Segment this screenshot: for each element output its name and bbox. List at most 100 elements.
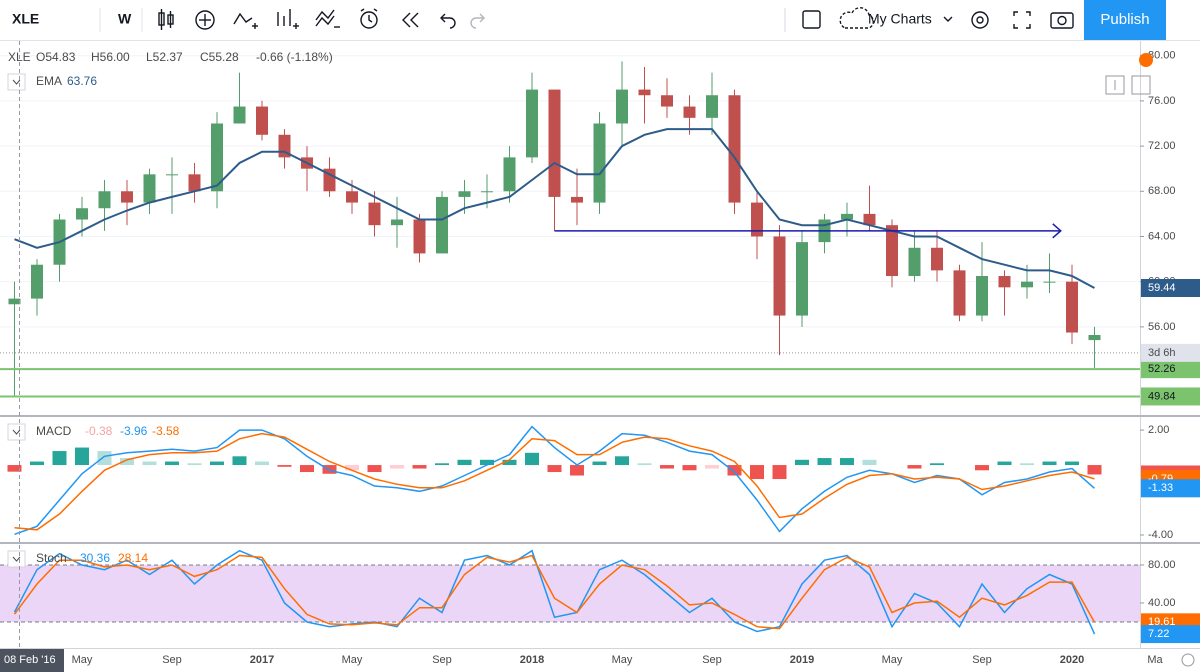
candle-body xyxy=(121,191,133,203)
candle-body xyxy=(638,89,651,96)
symbol-button[interactable]: XLE xyxy=(12,11,39,27)
macd-line xyxy=(14,425,1095,536)
histogram-bar xyxy=(997,461,1012,466)
candle-body xyxy=(391,219,403,226)
fullscreen-box-button[interactable] xyxy=(802,10,821,29)
histogram-bar xyxy=(232,456,247,466)
x-tick-label: 2018 xyxy=(520,654,544,666)
indicators-button[interactable] xyxy=(233,12,258,29)
candle-body xyxy=(706,95,718,118)
chevron xyxy=(12,79,21,85)
legend-value: 63.76 xyxy=(67,74,97,88)
settings-hub xyxy=(976,16,984,24)
candle-body xyxy=(548,89,561,197)
y-tick-label: 76.00 xyxy=(1148,95,1176,107)
snapshot-button[interactable] xyxy=(1050,12,1074,29)
chevron xyxy=(12,556,21,562)
countdown-bg xyxy=(1141,343,1200,362)
scroll-button[interactable] xyxy=(1105,75,1125,95)
histogram-bar xyxy=(817,458,832,466)
histogram-bar xyxy=(435,463,449,466)
candle-body xyxy=(931,247,943,271)
x-tick-label: May xyxy=(72,654,93,666)
y-tick-label: 56.00 xyxy=(1148,321,1176,333)
histogram-bar xyxy=(480,459,494,466)
compare-symbols-button[interactable] xyxy=(315,9,340,28)
legend-ohlc: O54.83 xyxy=(36,50,76,64)
alert-dot[interactable] xyxy=(1139,53,1153,67)
line-price-label-bg xyxy=(1141,387,1200,406)
histogram-bar xyxy=(7,465,22,472)
histogram-bar xyxy=(277,465,292,467)
maximize-button[interactable] xyxy=(1131,75,1151,95)
histogram-bar xyxy=(1020,463,1034,466)
x-tick-label: Sep xyxy=(702,654,722,666)
collapse-button[interactable] xyxy=(7,550,26,568)
candle-body xyxy=(683,106,696,118)
chevron xyxy=(12,429,21,435)
fullscreen-button[interactable] xyxy=(1013,11,1031,29)
compare-button[interactable] xyxy=(195,10,215,30)
redo-button[interactable] xyxy=(470,13,485,29)
candle-body xyxy=(728,95,741,203)
layouts-dropdown[interactable] xyxy=(943,16,953,22)
x-tick-label: May xyxy=(612,654,633,666)
candle-body xyxy=(1066,281,1078,333)
countdown: 3d 6h xyxy=(1148,347,1176,359)
x-tick-label: 2019 xyxy=(790,654,814,666)
settings-button[interactable] xyxy=(971,11,989,29)
legend-name: EMA xyxy=(36,74,62,88)
legend-ohlc: -0.66 (-1.18%) xyxy=(256,50,333,64)
settings-button[interactable] xyxy=(1181,653,1195,667)
histogram-bar xyxy=(75,447,89,466)
crosshair-label-bg xyxy=(0,649,64,672)
candle-body xyxy=(233,106,246,124)
histogram-bar xyxy=(862,459,877,466)
candle-body xyxy=(953,270,966,316)
layouts-button[interactable]: My Charts xyxy=(868,11,932,27)
histogram-bar xyxy=(930,463,944,466)
interval-button[interactable]: W xyxy=(118,11,132,27)
histogram-bar xyxy=(637,463,652,466)
candle-body xyxy=(841,213,853,220)
toolbar: XLE W My Charts Publish xyxy=(0,0,1200,41)
line-price-label: 52.26 xyxy=(1148,363,1176,375)
candle-body xyxy=(661,95,673,107)
k-line xyxy=(13,549,1096,635)
chart-type-button[interactable] xyxy=(158,9,174,30)
alert-button[interactable] xyxy=(360,8,378,29)
macd-label-bg xyxy=(1141,479,1200,498)
replay-button[interactable] xyxy=(402,12,419,28)
candle-body xyxy=(526,89,538,158)
candle-body xyxy=(166,174,178,176)
publish-button[interactable]: Publish xyxy=(1100,11,1149,28)
d-line xyxy=(13,554,1096,630)
y-tick-label: 72.00 xyxy=(1148,140,1176,152)
collapse-button[interactable] xyxy=(7,73,26,91)
legend-ohlc: H56.00 xyxy=(91,50,130,64)
candle-body xyxy=(616,89,628,124)
line-price-label: 49.84 xyxy=(1148,390,1176,402)
candle-body xyxy=(593,123,606,203)
histogram-bar xyxy=(142,461,157,466)
undo-button[interactable] xyxy=(440,13,456,29)
histogram-bar xyxy=(502,459,517,466)
candle-body xyxy=(796,242,808,316)
histogram-bar xyxy=(210,461,224,466)
x-tick-label: Sep xyxy=(162,654,182,666)
ema-price-label-bg xyxy=(1141,278,1200,297)
tool-icons xyxy=(158,7,1074,32)
histogram-bar xyxy=(795,459,809,466)
x-tick-label: May xyxy=(882,654,903,666)
collapse-button[interactable] xyxy=(7,423,26,441)
legend-value: -3.96 xyxy=(120,424,148,438)
crosshair-label: 08 Feb '16 xyxy=(4,654,56,666)
line-price-label-bg xyxy=(1141,360,1200,379)
toolbar-bg xyxy=(0,0,1200,40)
y-tick-label: 68.00 xyxy=(1148,185,1176,197)
macd-label: -1.33 xyxy=(1148,482,1173,494)
histogram-bar xyxy=(682,465,697,471)
publish-button-bg[interactable] xyxy=(1084,0,1166,40)
templates-button[interactable] xyxy=(277,9,299,29)
